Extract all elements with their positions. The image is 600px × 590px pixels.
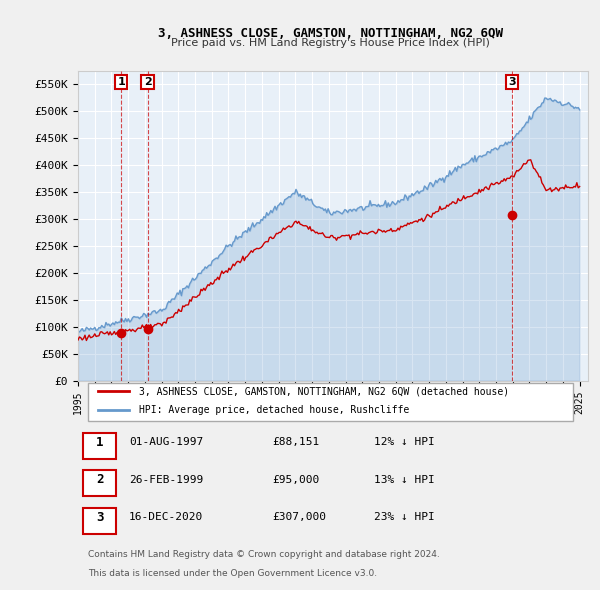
- Text: 2: 2: [143, 77, 151, 87]
- Text: 3, ASHNESS CLOSE, GAMSTON, NOTTINGHAM, NG2 6QW (detached house): 3, ASHNESS CLOSE, GAMSTON, NOTTINGHAM, N…: [139, 386, 509, 396]
- Text: 1: 1: [96, 435, 104, 448]
- FancyBboxPatch shape: [83, 508, 116, 534]
- FancyBboxPatch shape: [83, 470, 116, 496]
- Text: £95,000: £95,000: [272, 475, 319, 485]
- Text: 01-AUG-1997: 01-AUG-1997: [129, 437, 203, 447]
- Text: 12% ↓ HPI: 12% ↓ HPI: [374, 437, 434, 447]
- Text: HPI: Average price, detached house, Rushcliffe: HPI: Average price, detached house, Rush…: [139, 405, 409, 415]
- Text: 16-DEC-2020: 16-DEC-2020: [129, 512, 203, 522]
- Text: £307,000: £307,000: [272, 512, 326, 522]
- Text: £88,151: £88,151: [272, 437, 319, 447]
- Text: This data is licensed under the Open Government Licence v3.0.: This data is licensed under the Open Gov…: [88, 569, 377, 578]
- Text: 3: 3: [96, 511, 104, 524]
- Text: Contains HM Land Registry data © Crown copyright and database right 2024.: Contains HM Land Registry data © Crown c…: [88, 550, 440, 559]
- Text: Price paid vs. HM Land Registry's House Price Index (HPI): Price paid vs. HM Land Registry's House …: [170, 38, 490, 48]
- Text: 3, ASHNESS CLOSE, GAMSTON, NOTTINGHAM, NG2 6QW: 3, ASHNESS CLOSE, GAMSTON, NOTTINGHAM, N…: [157, 27, 503, 40]
- Text: 1: 1: [118, 77, 125, 87]
- FancyBboxPatch shape: [83, 432, 116, 458]
- FancyBboxPatch shape: [88, 383, 573, 421]
- Text: 23% ↓ HPI: 23% ↓ HPI: [374, 512, 434, 522]
- Text: 13% ↓ HPI: 13% ↓ HPI: [374, 475, 434, 485]
- Text: 2: 2: [96, 473, 104, 486]
- Text: 3: 3: [508, 77, 516, 87]
- Text: 26-FEB-1999: 26-FEB-1999: [129, 475, 203, 485]
